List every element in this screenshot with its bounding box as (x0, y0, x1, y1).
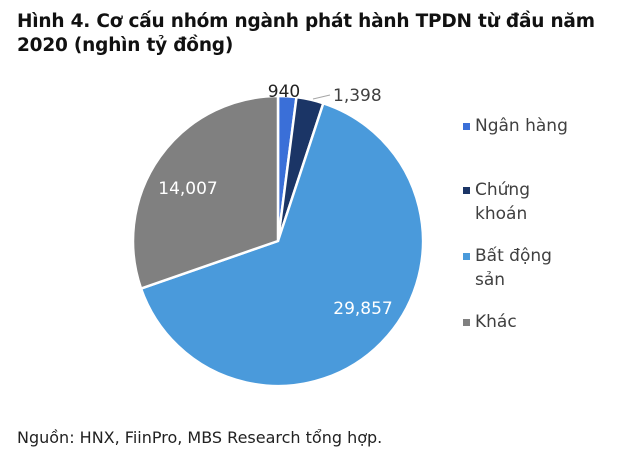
label-chung-khoan: 1,398 (333, 86, 382, 106)
chart-title: Hình 4. Cơ cấu nhóm ngành phát hành TPDN… (17, 11, 595, 56)
label-ngan-hang: 940 (268, 82, 300, 102)
legend-swatch-icon (463, 319, 470, 326)
leader-line (312, 94, 331, 100)
label-khac: 14,007 (158, 179, 217, 199)
legend-label: Ngân hàng (475, 116, 568, 136)
slice-bat-dong-san (139, 102, 425, 388)
legend-item-bat-dong-san: Bất động sản (463, 244, 603, 292)
legend-swatch-icon (463, 123, 470, 130)
legend-swatch-icon (463, 253, 470, 260)
pie-slices (131, 94, 425, 388)
legend-item-ngan-hang: Ngân hàng (463, 114, 603, 138)
legend-label: Khác (475, 312, 517, 332)
legend-swatch-icon (463, 187, 470, 194)
legend-label: Bất động sản (475, 246, 552, 290)
label-bat-dong-san: 29,857 (333, 299, 392, 319)
legend-item-khac: Khác (463, 310, 603, 334)
legend-label: Chứng khoán (475, 180, 530, 224)
source-note: Nguồn: HNX, FiinPro, MBS Research tổng h… (17, 428, 383, 447)
legend-item-chung-khoan: Chứng khoán (463, 178, 603, 226)
slice-khac (131, 94, 280, 290)
